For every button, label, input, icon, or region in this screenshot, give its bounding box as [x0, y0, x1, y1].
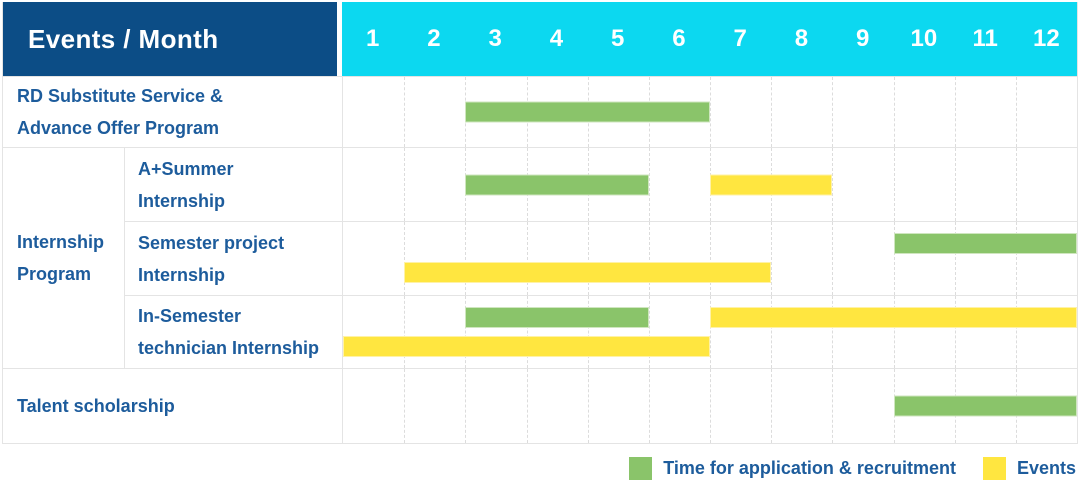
month-header-4: 4 — [549, 25, 564, 52]
row-label-semester-project-internship: Semester project Internship — [125, 221, 342, 295]
month-gridline — [526, 369, 528, 443]
application-bar-talent-scholarship — [893, 395, 1077, 417]
group-label-line: Internship — [17, 232, 105, 252]
legend-label-application: Time for application & recruitment — [663, 458, 956, 478]
month-gridline — [465, 369, 467, 443]
row-label-rd-substitute-service-advance-offer-program: RD Substitute Service & Advance Offer Pro… — [3, 76, 342, 147]
month-gridline — [832, 77, 834, 147]
month-gridline — [771, 77, 773, 147]
month-gridline — [404, 369, 406, 443]
chart-row-talent-scholarship — [342, 368, 1077, 443]
application-bar-in-semester-technician-internship — [465, 307, 649, 328]
month-gridline — [465, 222, 467, 295]
event-bar-in-semester-technician-internship — [343, 336, 710, 357]
month-gridline — [832, 369, 834, 443]
month-header-2: 2 — [427, 25, 441, 52]
month-gridline — [587, 222, 589, 295]
chart-row-a-plus-summer-internship — [342, 147, 1077, 221]
month-header-6: 6 — [672, 25, 686, 52]
month-header-12: 12 — [1033, 25, 1060, 52]
month-gridline — [710, 369, 711, 443]
month-gridline — [832, 222, 834, 295]
legend-item-event: Events — [982, 457, 1076, 480]
month-gridline — [404, 296, 406, 368]
month-header-3: 3 — [488, 25, 502, 52]
event-bar-semester-project-internship — [404, 262, 772, 283]
row-label-in-semester-technician-internship: In-Semester technician Internship — [125, 295, 342, 368]
month-gridline — [710, 77, 711, 147]
row-label-line: Internship — [138, 264, 226, 285]
month-header-8: 8 — [794, 25, 809, 52]
month-gridline — [954, 148, 956, 221]
legend-item-application: Time for application & recruitment — [629, 457, 956, 480]
month-gridline — [954, 77, 956, 147]
legend: Time for application & recruitment Events — [629, 457, 1076, 480]
legend-label-event: Events — [1016, 458, 1076, 478]
month-gridline — [404, 77, 406, 147]
month-gridline — [832, 148, 834, 221]
event-swatch-icon — [982, 457, 1006, 480]
month-gridline — [893, 148, 895, 221]
month-gridline — [587, 369, 589, 443]
month-gridline — [1015, 148, 1017, 221]
month-gridline — [710, 222, 711, 295]
application-swatch-icon — [629, 457, 653, 480]
row-label-line: In-Semester — [138, 306, 242, 326]
event-bar-in-semester-technician-internship — [710, 307, 1077, 328]
event-bar-a-plus-summer-internship — [710, 174, 833, 195]
month-gridline — [1015, 77, 1017, 147]
month-header-10: 10 — [910, 25, 938, 52]
month-gridline — [404, 148, 406, 221]
month-gridline — [404, 222, 406, 295]
month-gridline — [771, 222, 773, 295]
month-gridline — [648, 369, 650, 443]
header-title: Events / Month — [3, 2, 342, 76]
group-label-line: Program — [17, 264, 92, 284]
header-title-label: Events / Month — [28, 23, 219, 54]
row-label-line: RD Substitute Service & — [17, 86, 224, 106]
month-gridline — [893, 77, 895, 147]
row-label-line: Semester project — [138, 232, 285, 253]
row-label-line: A+Summer — [138, 158, 234, 179]
month-header-7: 7 — [733, 25, 747, 52]
application-bar-semester-project-internship — [893, 233, 1077, 254]
month-gridline — [771, 369, 773, 443]
row-label-line: technician Internship — [138, 338, 320, 358]
application-bar-a-plus-summer-internship — [465, 174, 649, 195]
chart-row-rd-substitute-service-advance-offer-program — [342, 76, 1077, 147]
month-gridline — [648, 222, 650, 295]
month-header-11: 11 — [972, 25, 998, 52]
chart-row-in-semester-technician-internship — [342, 295, 1077, 368]
month-header-9: 9 — [855, 25, 870, 52]
month-header-1: 1 — [365, 25, 380, 52]
row-label-talent-scholarship: Talent scholarship — [3, 368, 342, 443]
month-gridline — [648, 148, 650, 221]
month-header-row: 1 2 3 4 5 6 7 8 9 10 11 12 — [342, 2, 1077, 76]
month-header-5: 5 — [610, 25, 625, 52]
application-bar-rd-substitute-service-advance-offer-program — [465, 101, 710, 123]
month-gridline — [648, 296, 650, 368]
group-label-internship-program: Internship Program — [3, 147, 125, 368]
gantt-table: Events / Month 1 2 3 4 5 6 7 8 9 10 11 12 RD Substi… — [2, 2, 1078, 444]
month-gridline — [526, 222, 528, 295]
row-label-line: Talent scholarship — [17, 396, 175, 416]
row-label-line: Internship — [138, 190, 226, 211]
row-label-a-plus-summer-internship: A+Summer Internship — [125, 147, 342, 221]
row-label-line: Advance Offer Program — [17, 118, 220, 138]
chart-row-semester-project-internship — [342, 221, 1077, 295]
